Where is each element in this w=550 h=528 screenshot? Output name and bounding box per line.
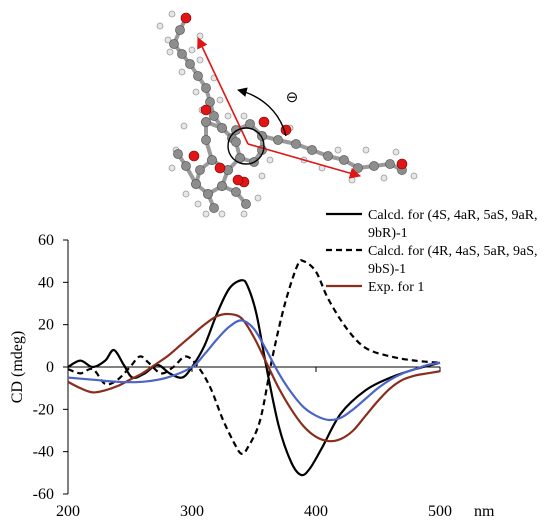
y-axis-title: CD (mdeg) bbox=[9, 331, 26, 403]
hydrogen-atom bbox=[224, 112, 232, 120]
carbon-atom bbox=[169, 39, 179, 49]
y-tick-label: -20 bbox=[33, 401, 54, 418]
transition-dipole-arrow bbox=[197, 36, 249, 145]
carbon-atom bbox=[191, 179, 201, 189]
oxygen-atom bbox=[258, 116, 270, 128]
legend: Calcd. for (4S, 4aR, 5aS, 9aR, 9bR)-1Calc… bbox=[326, 208, 538, 295]
hydrogen-atom bbox=[410, 172, 418, 180]
carbon-atom bbox=[353, 163, 363, 173]
carbon-atom bbox=[369, 161, 379, 171]
carbon-atom bbox=[209, 111, 219, 121]
hydrogen-atom bbox=[362, 146, 370, 154]
carbon-atom bbox=[201, 117, 211, 127]
carbon-atom bbox=[173, 149, 183, 159]
carbon-atom bbox=[385, 159, 395, 169]
x-tick-group: 200 300 400 500 bbox=[56, 367, 452, 520]
x-tick-label: 500 bbox=[428, 503, 452, 520]
carbon-atom bbox=[207, 155, 217, 165]
series-line-exp bbox=[67, 312, 441, 443]
hydrogen-atom bbox=[258, 172, 266, 180]
carbon-atom bbox=[323, 151, 333, 161]
y-tick-label: -40 bbox=[33, 444, 54, 461]
hydrogen-atom bbox=[164, 36, 172, 44]
carbon-atom bbox=[273, 135, 283, 145]
rotation-arrow bbox=[237, 87, 287, 137]
hydrogen-atom bbox=[166, 48, 174, 56]
series-line-calcd-4r bbox=[67, 259, 441, 455]
hydrogen-atom bbox=[182, 190, 190, 198]
carbon-atom bbox=[217, 123, 227, 133]
series-line-blue bbox=[67, 319, 441, 422]
carbon-atom bbox=[241, 199, 251, 209]
hydrogen-atom bbox=[188, 46, 196, 54]
transition-dipole-arrow bbox=[247, 143, 362, 179]
y-tick-label: 40 bbox=[38, 274, 54, 291]
carbon-atom bbox=[339, 155, 349, 165]
oxygen-atom bbox=[396, 158, 408, 170]
hydrogen-atom bbox=[192, 88, 200, 96]
y-tick-label: -60 bbox=[33, 486, 54, 503]
carbon-atom bbox=[195, 165, 205, 175]
hydrogen-atom bbox=[178, 68, 186, 76]
oxygen-atom bbox=[214, 162, 226, 174]
hydrogen-atom bbox=[196, 56, 204, 64]
y-tick-label: 20 bbox=[38, 317, 54, 334]
carbon-atom bbox=[217, 181, 227, 191]
hydrogen-atom bbox=[202, 210, 210, 218]
carbon-atom bbox=[291, 139, 301, 149]
hydrogen-atom bbox=[240, 112, 248, 120]
hydrogen-atom bbox=[168, 10, 176, 18]
chromophore-circle bbox=[227, 127, 265, 165]
carbon-atom bbox=[175, 25, 185, 35]
carbon-atom bbox=[185, 59, 195, 69]
hydrogen-atom bbox=[392, 148, 400, 156]
y-tick-label: 0 bbox=[46, 359, 54, 376]
carbon-atom bbox=[209, 203, 219, 213]
hydrogen-atom bbox=[254, 194, 262, 202]
oxygen-atom bbox=[188, 150, 200, 162]
hydrogen-atom bbox=[240, 210, 248, 218]
negative-chirality-symbol: ⊖ bbox=[286, 89, 299, 106]
oxygen-atom bbox=[200, 104, 212, 116]
carbon-atom bbox=[177, 49, 187, 59]
hydrogen-atom bbox=[218, 210, 226, 218]
y-tick-label: 60 bbox=[38, 232, 54, 249]
carbon-atom bbox=[307, 145, 317, 155]
carbon-atom bbox=[193, 71, 203, 81]
x-axis-title: nm bbox=[474, 503, 495, 520]
carbon-atom bbox=[201, 135, 211, 145]
hydrogen-atom bbox=[348, 176, 356, 184]
hydrogen-atom bbox=[180, 122, 188, 130]
hydrogen-atom bbox=[168, 164, 176, 172]
molecule-model-illustration: ⊖ bbox=[156, 10, 418, 218]
x-tick-label: 400 bbox=[304, 503, 328, 520]
legend-label: Exp. for 1 bbox=[368, 280, 424, 295]
hydrogen-atom bbox=[156, 22, 164, 30]
hydrogen-atom bbox=[194, 200, 202, 208]
hydrogen-atom bbox=[334, 146, 342, 154]
carbon-atom bbox=[245, 119, 255, 129]
y-tick-group: -60 -40 -20 0 20 40 60 bbox=[33, 232, 68, 503]
hydrogen-atom bbox=[216, 96, 224, 104]
carbon-atom bbox=[203, 189, 213, 199]
carbon-atom bbox=[181, 161, 191, 171]
legend-label: Calcd. for (4S, 4aR, 5aS, 9aR, 9bR)-1 bbox=[368, 208, 538, 241]
hydrogen-atom bbox=[380, 174, 388, 182]
carbon-atom bbox=[231, 137, 241, 147]
legend-label: Calcd. for (4R, 4aS, 5aR, 9aS, 9bS)-1 bbox=[368, 244, 538, 277]
series-line-calcd-4s bbox=[67, 279, 441, 477]
hydrogen-atom bbox=[266, 156, 274, 164]
oxygen-atom bbox=[180, 12, 192, 24]
carbon-atom bbox=[231, 187, 241, 197]
carbon-atom bbox=[201, 83, 211, 93]
x-tick-label: 300 bbox=[180, 503, 204, 520]
x-tick-label: 200 bbox=[56, 503, 80, 520]
series-layer bbox=[67, 259, 441, 477]
oxygen-atom bbox=[232, 174, 244, 186]
